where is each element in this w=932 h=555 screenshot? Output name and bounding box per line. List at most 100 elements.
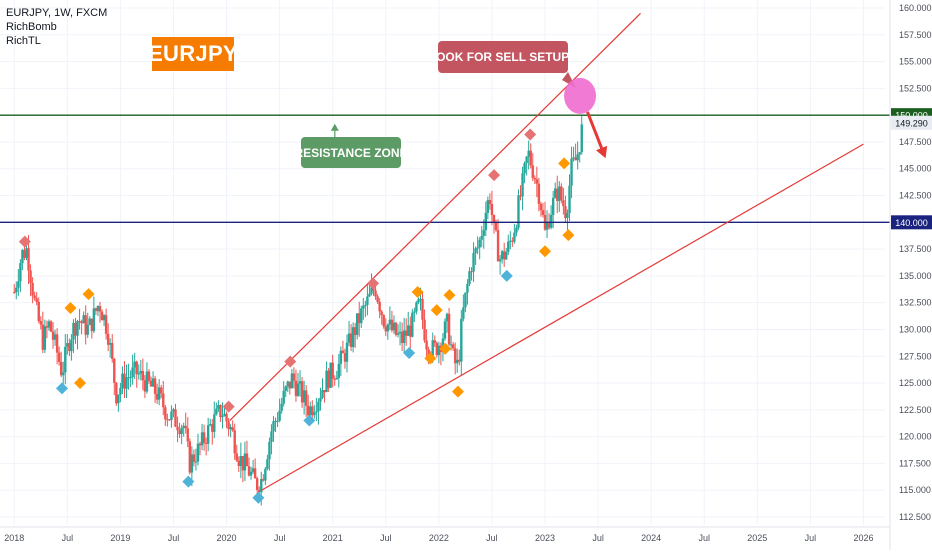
candle-body — [202, 432, 206, 443]
candle-body — [476, 247, 479, 249]
candle-body — [458, 359, 461, 362]
x-tick-label: 2026 — [853, 533, 873, 543]
x-tick-label: 2023 — [535, 533, 555, 543]
candle-body — [237, 460, 240, 467]
candle-body — [545, 221, 549, 230]
candle-body — [325, 370, 328, 393]
candle-body — [576, 154, 579, 161]
candle-body — [319, 397, 322, 402]
candle-body — [339, 350, 343, 364]
candle-body — [564, 206, 567, 219]
candle-body — [529, 150, 532, 166]
candle-body — [13, 291, 16, 293]
candle-body — [433, 340, 436, 343]
candle-body — [341, 350, 345, 354]
candle-body — [247, 466, 251, 476]
candle-body — [211, 424, 214, 432]
candle-body — [443, 321, 447, 339]
candle-body — [309, 406, 312, 416]
candle-body — [274, 420, 277, 422]
candle-body — [486, 200, 490, 213]
candle-body — [82, 315, 85, 324]
candle-body — [23, 250, 26, 258]
candle-body — [182, 425, 185, 428]
candle-body — [505, 251, 508, 260]
candle-body — [335, 377, 338, 380]
candle-body — [407, 325, 410, 336]
candle-body — [317, 401, 320, 412]
candle-body — [398, 331, 402, 334]
candle-body — [462, 307, 465, 319]
candle-body — [480, 235, 483, 240]
signal-marker-red — [367, 277, 380, 290]
candle-body — [376, 296, 379, 302]
candle-body — [421, 298, 424, 320]
candle-body — [151, 378, 155, 387]
candle-body — [86, 324, 89, 335]
indicator-richbomb[interactable]: RichBomb — [6, 21, 57, 33]
candle-body — [360, 308, 363, 324]
candle-body — [149, 380, 153, 387]
candle-body — [511, 240, 514, 242]
candle-body — [327, 370, 330, 388]
candle-body — [125, 377, 128, 389]
candle-body — [513, 232, 516, 242]
candle-body — [227, 421, 230, 430]
y-tick-label: 157.500 — [899, 30, 932, 40]
x-tick-label: 2019 — [110, 533, 130, 543]
candle-body — [117, 394, 120, 404]
candle-body — [115, 382, 118, 404]
candle-body — [31, 282, 34, 296]
candle-body — [415, 302, 418, 312]
lower-channel-trendline — [261, 143, 864, 491]
candle-body — [329, 362, 332, 388]
candle-body — [492, 214, 496, 223]
y-tick-label: 117.500 — [899, 458, 931, 468]
candle-body — [145, 371, 149, 392]
candle-body — [139, 370, 143, 374]
candle-body — [129, 377, 132, 379]
candle-body — [558, 186, 561, 201]
candle-body — [347, 333, 351, 343]
candle-body — [413, 311, 416, 313]
candle-body — [531, 165, 534, 179]
candle-body — [51, 331, 55, 340]
candle-body — [382, 315, 385, 327]
candle-body — [331, 362, 334, 379]
candle-body — [453, 348, 457, 364]
candle-body — [547, 221, 551, 228]
y-tick-label: 115.000 — [899, 485, 931, 495]
candle-body — [94, 308, 98, 312]
resistance-zone-callout: RESISTANCE ZONE — [294, 137, 408, 168]
candle-body — [264, 468, 267, 481]
candle-body — [147, 371, 151, 381]
indicator-richtl[interactable]: RichTL — [6, 35, 41, 47]
candle-body — [386, 324, 390, 332]
candle-body — [456, 359, 459, 364]
candle-body — [235, 453, 238, 461]
candle-body — [388, 319, 392, 325]
candle-body — [272, 421, 275, 432]
candles — [13, 115, 583, 506]
signal-marker-blue — [56, 382, 69, 395]
candle-body — [35, 298, 38, 302]
candle-body — [80, 321, 83, 324]
sell-zone-circle — [564, 77, 597, 114]
candle-body — [551, 197, 555, 215]
candle-body — [396, 333, 400, 335]
candle-body — [245, 453, 249, 467]
candle-body — [157, 387, 161, 400]
signal-marker-red — [284, 355, 297, 368]
candle-body — [311, 406, 314, 416]
candle-body — [482, 230, 485, 236]
symbol-line[interactable]: EURJPY, 1W, FXCM — [6, 7, 108, 19]
candle-body — [464, 292, 467, 308]
candle-body — [302, 390, 306, 403]
candle-body — [404, 330, 408, 336]
candle-body — [541, 210, 545, 215]
candle-body — [417, 299, 420, 303]
candle-body — [315, 411, 318, 413]
candle-body — [535, 179, 539, 184]
symbol-badge: EURJPY — [148, 37, 238, 71]
